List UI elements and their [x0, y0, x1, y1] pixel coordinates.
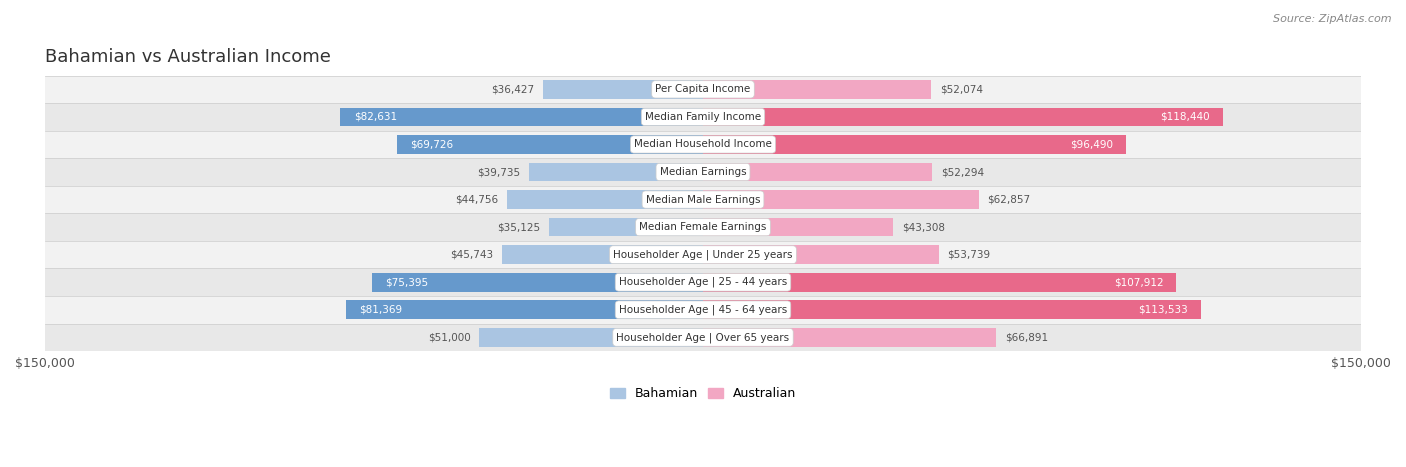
Bar: [340, 107, 703, 126]
Bar: [703, 80, 931, 99]
Text: Median Family Income: Median Family Income: [645, 112, 761, 122]
Text: $62,857: $62,857: [987, 195, 1031, 205]
Bar: [703, 107, 1223, 126]
Text: Householder Age | 25 - 44 years: Householder Age | 25 - 44 years: [619, 277, 787, 288]
Bar: [703, 245, 939, 264]
Text: Bahamian vs Australian Income: Bahamian vs Australian Income: [45, 48, 330, 66]
Bar: [529, 163, 703, 181]
Bar: [703, 163, 932, 181]
Bar: [703, 218, 893, 236]
Text: Householder Age | 45 - 64 years: Householder Age | 45 - 64 years: [619, 304, 787, 315]
Text: $81,369: $81,369: [359, 305, 402, 315]
Text: Source: ZipAtlas.com: Source: ZipAtlas.com: [1274, 14, 1392, 24]
Text: Per Capita Income: Per Capita Income: [655, 85, 751, 94]
Text: $113,533: $113,533: [1139, 305, 1188, 315]
Text: $66,891: $66,891: [1005, 333, 1049, 342]
Bar: [703, 328, 997, 347]
Text: $52,294: $52,294: [941, 167, 984, 177]
Bar: [45, 131, 1361, 158]
Text: $45,743: $45,743: [450, 250, 494, 260]
Bar: [45, 269, 1361, 296]
Text: $52,074: $52,074: [941, 85, 983, 94]
Bar: [548, 218, 703, 236]
Text: $36,427: $36,427: [491, 85, 534, 94]
Text: Median Female Earnings: Median Female Earnings: [640, 222, 766, 232]
Bar: [45, 324, 1361, 351]
Text: $35,125: $35,125: [496, 222, 540, 232]
Bar: [45, 76, 1361, 103]
Text: $53,739: $53,739: [948, 250, 991, 260]
Bar: [373, 273, 703, 291]
Text: $75,395: $75,395: [385, 277, 429, 287]
Bar: [703, 300, 1201, 319]
Bar: [396, 135, 703, 154]
Bar: [506, 190, 703, 209]
Bar: [703, 190, 979, 209]
Text: $39,735: $39,735: [477, 167, 520, 177]
Legend: Bahamian, Australian: Bahamian, Australian: [605, 382, 801, 405]
Text: Median Earnings: Median Earnings: [659, 167, 747, 177]
Bar: [543, 80, 703, 99]
Bar: [346, 300, 703, 319]
Text: $96,490: $96,490: [1070, 140, 1114, 149]
Text: $69,726: $69,726: [411, 140, 453, 149]
Bar: [45, 103, 1361, 131]
Bar: [703, 135, 1126, 154]
Text: $51,000: $51,000: [427, 333, 471, 342]
Text: $43,308: $43,308: [901, 222, 945, 232]
Text: Householder Age | Under 25 years: Householder Age | Under 25 years: [613, 249, 793, 260]
Text: $82,631: $82,631: [354, 112, 396, 122]
Bar: [45, 158, 1361, 186]
Bar: [45, 213, 1361, 241]
Text: Householder Age | Over 65 years: Householder Age | Over 65 years: [616, 332, 790, 343]
Text: $44,756: $44,756: [454, 195, 498, 205]
Bar: [45, 296, 1361, 324]
Bar: [703, 273, 1177, 291]
Bar: [502, 245, 703, 264]
Bar: [45, 241, 1361, 269]
Bar: [479, 328, 703, 347]
Text: Median Household Income: Median Household Income: [634, 140, 772, 149]
Text: Median Male Earnings: Median Male Earnings: [645, 195, 761, 205]
Text: $107,912: $107,912: [1114, 277, 1163, 287]
Bar: [45, 186, 1361, 213]
Text: $118,440: $118,440: [1160, 112, 1209, 122]
